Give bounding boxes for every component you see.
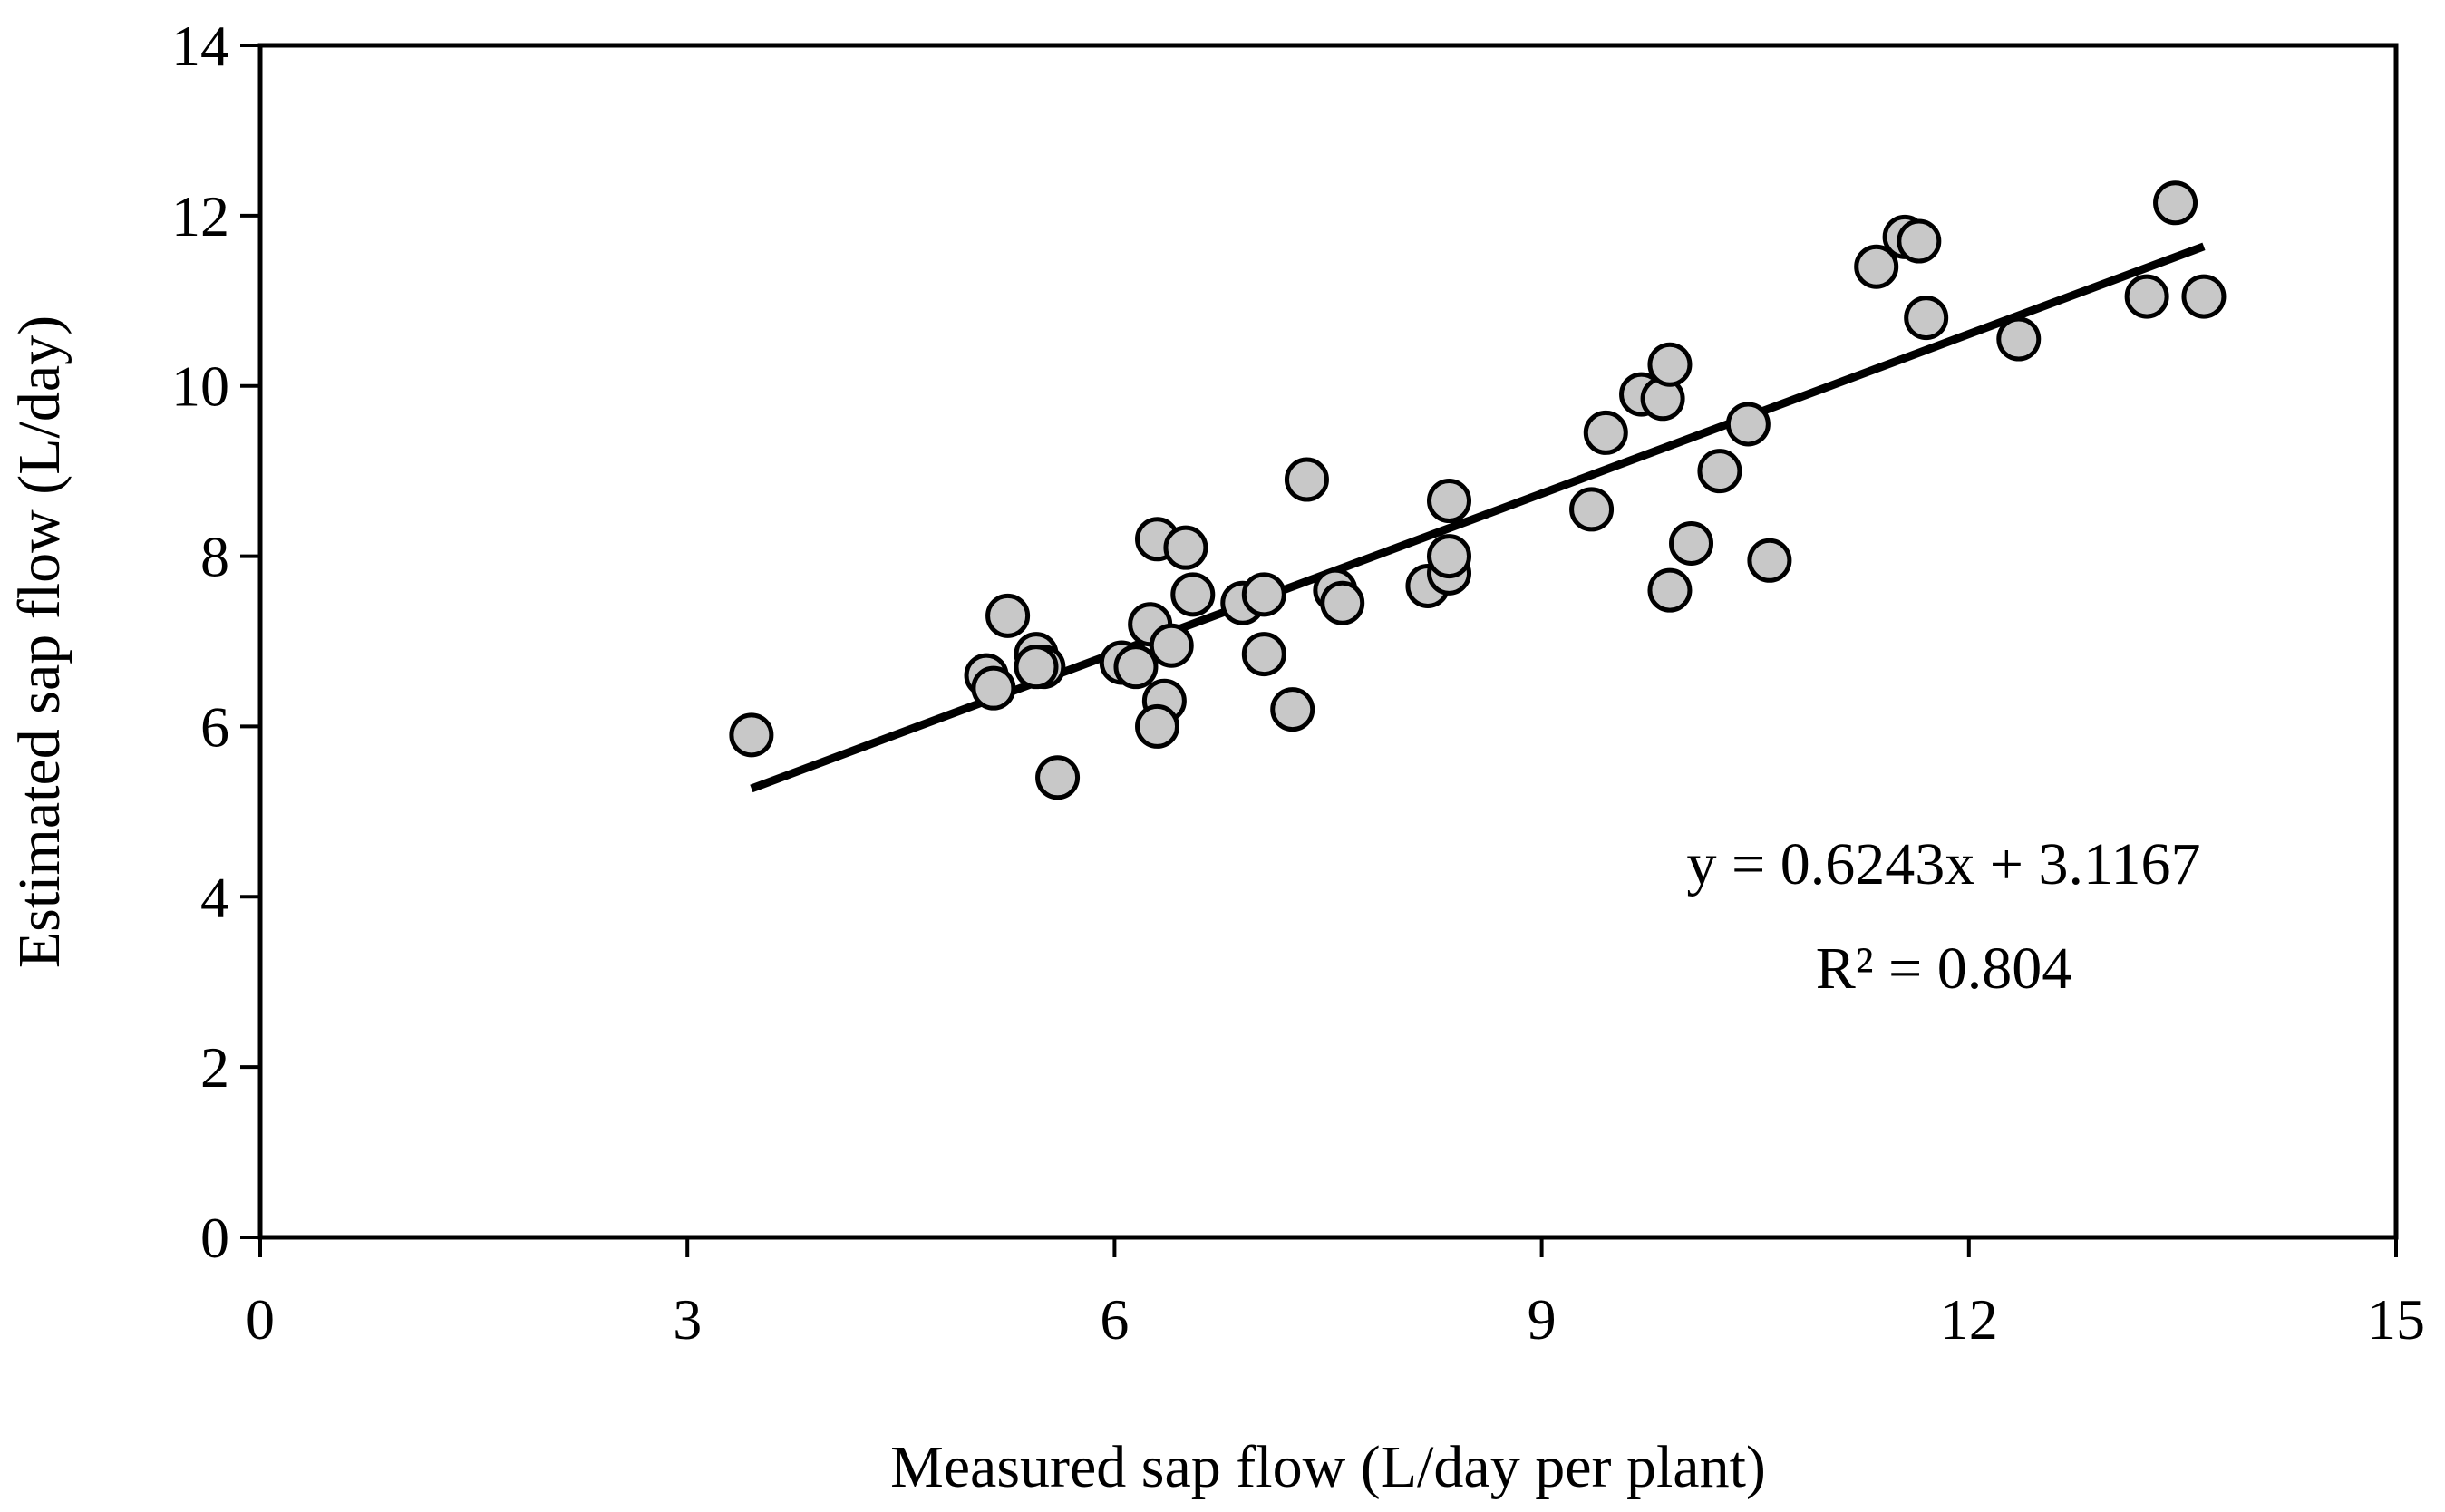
- y-tick-label: 10: [171, 354, 229, 419]
- y-tick-label: 12: [171, 184, 229, 248]
- data-point: [1904, 296, 1949, 341]
- y-tick-label: 14: [171, 14, 229, 78]
- data-point: [1135, 703, 1180, 749]
- data-point: [985, 593, 1031, 638]
- data-point: [1725, 402, 1771, 447]
- data-point: [1583, 410, 1628, 455]
- data-point: [2181, 274, 2227, 319]
- data-point: [1284, 457, 1329, 502]
- x-tick-label: 12: [1940, 1287, 1998, 1352]
- y-tick-label: 8: [200, 525, 229, 589]
- data-point: [1320, 580, 1365, 625]
- data-point: [1569, 487, 1615, 532]
- y-tick-label: 2: [200, 1035, 229, 1100]
- data-point: [1163, 525, 1208, 570]
- data-point: [1170, 572, 1216, 617]
- data-point: [1014, 645, 1059, 690]
- trend-line: [750, 242, 2206, 793]
- data-point: [1241, 632, 1286, 677]
- data-point: [1897, 218, 1942, 264]
- x-axis-ticks: 0 3 6 9 12 15: [246, 1237, 2425, 1352]
- x-axis-title: Measured sap flow (L/day per plant): [890, 1434, 1766, 1500]
- x-tick-label: 6: [1100, 1287, 1129, 1352]
- data-point: [1854, 244, 1899, 289]
- x-tick-label: 3: [673, 1287, 702, 1352]
- x-tick-label: 0: [246, 1287, 275, 1352]
- data-point: [1747, 538, 1792, 583]
- data-point: [1270, 687, 1315, 732]
- x-tick-label: 15: [2367, 1287, 2425, 1352]
- equation-label: y = 0.6243x + 3.1167: [1687, 831, 2201, 897]
- data-point: [1427, 479, 1472, 524]
- data-point: [1996, 316, 2042, 362]
- data-point: [1149, 623, 1194, 668]
- data-point: [1241, 572, 1286, 617]
- data-point: [729, 712, 774, 758]
- data-point: [2124, 274, 2169, 319]
- data-point: [1669, 520, 1714, 566]
- y-tick-label: 6: [200, 694, 229, 759]
- y-axis-ticks: 0 2 4 6 8 10 12 14: [171, 14, 260, 1270]
- y-tick-label: 4: [200, 865, 229, 929]
- x-tick-label: 9: [1528, 1287, 1557, 1352]
- data-point: [1697, 449, 1742, 494]
- data-point: [1113, 645, 1159, 690]
- data-point: [971, 665, 1016, 711]
- r-squared-label: R² = 0.804: [1816, 935, 2072, 1002]
- data-point: [2153, 180, 2198, 226]
- y-axis-title: Estimated sap flow (L/day): [6, 315, 73, 968]
- data-point: [1427, 534, 1472, 579]
- y-tick-label: 0: [200, 1206, 229, 1270]
- data-point: [1647, 567, 1693, 613]
- plot-area-frame: [257, 43, 2399, 1240]
- data-points: [729, 180, 2227, 800]
- data-point: [1035, 755, 1081, 800]
- data-point: [1647, 342, 1693, 387]
